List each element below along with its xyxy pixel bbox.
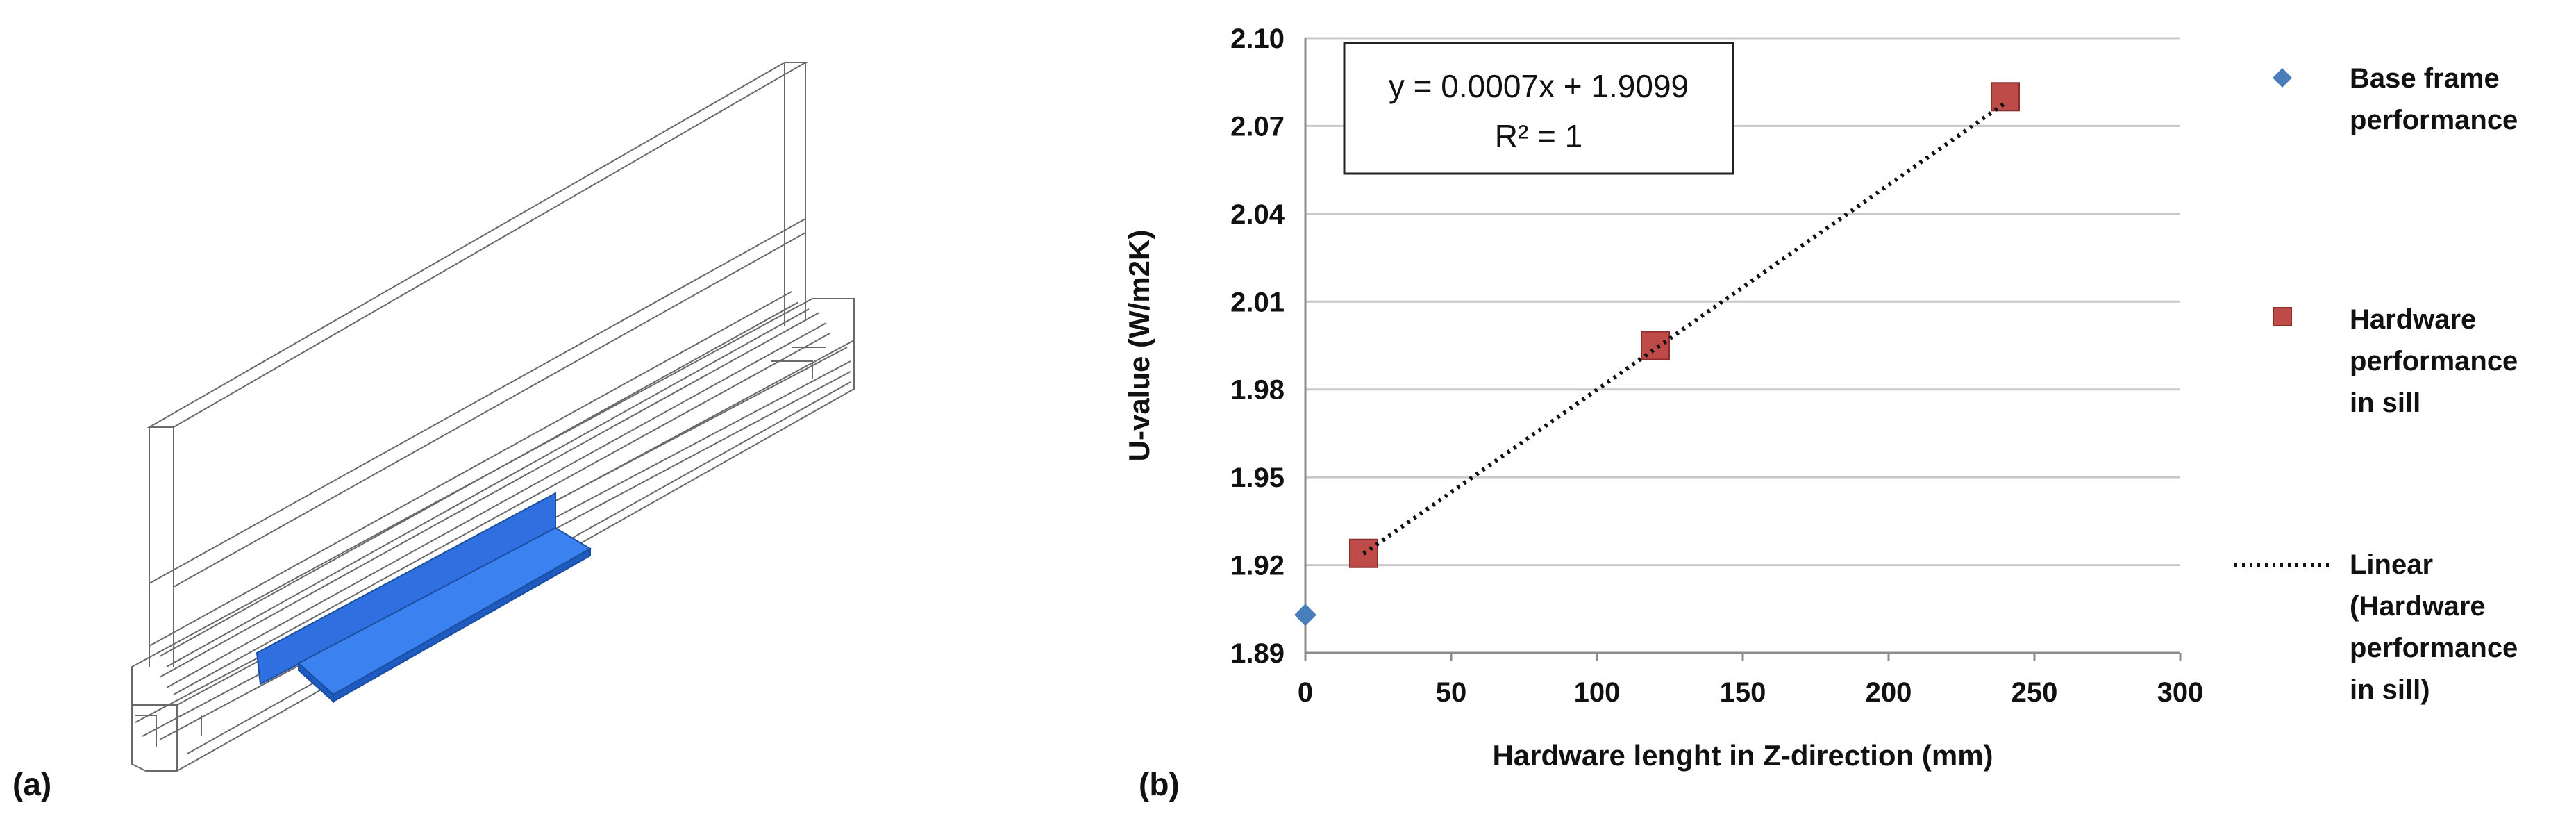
y-tick-label: 1.98 <box>1230 375 1285 406</box>
equation-box: y = 0.0007x + 1.9099 R² = 1 <box>1343 42 1734 175</box>
x-tick-label: 0 <box>1298 677 1313 708</box>
x-tick-label: 150 <box>1720 677 1766 708</box>
legend-linear-line-2: (Hardware <box>2350 591 2486 622</box>
legend-item-base: Base frame performance <box>2273 63 2518 135</box>
legend-base-line-1: Base frame <box>2350 63 2500 94</box>
legend-hardware-line-3: in sill <box>2350 388 2420 418</box>
data-point-hardware <box>1641 331 1670 360</box>
window-sill-illustration <box>131 62 855 772</box>
legend-item-hardware: Hardware performance in sill <box>2273 304 2518 418</box>
y-tick-label: 1.95 <box>1230 463 1285 493</box>
legend-linear-line-4: in sill) <box>2350 674 2430 705</box>
legend: Base frame performance Hardware performa… <box>2234 63 2518 705</box>
data-point-hardware <box>1991 82 2020 112</box>
y-tick-label: 2.07 <box>1230 111 1285 142</box>
panel-b-label: (b) <box>1139 766 1180 802</box>
legend-linear-line-3: performance <box>2350 633 2518 663</box>
y-axis-label: U-value (W/m2K) <box>1123 230 1155 462</box>
legend-linear-line-1: Linear <box>2350 549 2433 580</box>
y-tick-label: 2.10 <box>1230 24 1285 54</box>
legend-item-linear: Linear (Hardware performance in sill) <box>2234 549 2518 705</box>
u-value-chart: 1.89 1.92 1.95 1.98 2.01 2.04 2.07 2.10 0 50 100 15… <box>1123 24 2203 772</box>
y-tick-label: 2.04 <box>1230 199 1285 230</box>
trendline <box>1362 101 2007 556</box>
x-axis-label: Hardware lenght in Z-direction (mm) <box>1492 739 1993 772</box>
x-tick-label: 50 <box>1436 677 1467 708</box>
x-tick-label: 300 <box>2157 677 2204 708</box>
x-tick-label: 250 <box>2012 677 2058 708</box>
legend-square-marker <box>2273 307 2292 326</box>
r-squared-text: R² = 1 <box>1495 118 1583 154</box>
legend-base-line-2: performance <box>2350 105 2518 135</box>
hardware-component <box>256 492 592 704</box>
y-tick-label: 1.92 <box>1230 551 1285 581</box>
equation-text: y = 0.0007x + 1.9099 <box>1389 68 1689 104</box>
legend-hardware-line-1: Hardware <box>2350 304 2476 335</box>
x-tick-label: 100 <box>1574 677 1621 708</box>
y-tick-label: 1.89 <box>1230 638 1285 669</box>
legend-hardware-line-2: performance <box>2350 346 2518 376</box>
data-point-base-frame <box>1294 604 1316 626</box>
panel-a-label: (a) <box>12 766 51 802</box>
y-tick-label: 2.01 <box>1230 287 1285 317</box>
x-tick-label: 200 <box>1866 677 1912 708</box>
legend-diamond-marker <box>2273 68 2292 88</box>
